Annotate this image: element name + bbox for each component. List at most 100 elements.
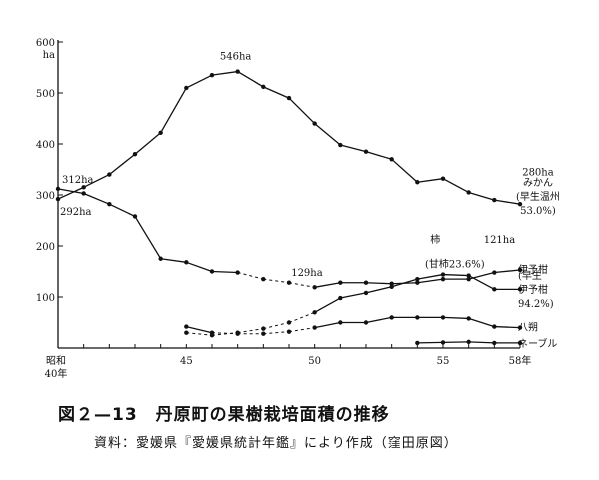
data-point	[389, 281, 394, 286]
series-points	[55, 69, 523, 346]
data-point	[466, 276, 471, 282]
series-segment	[57, 188, 84, 195]
annotation-292: 292ha	[60, 207, 92, 218]
data-point	[389, 284, 394, 289]
series-segment	[314, 321, 341, 329]
data-point	[338, 142, 343, 148]
data-point	[466, 273, 471, 278]
data-point	[55, 186, 61, 192]
data-point	[466, 339, 471, 345]
data-point	[312, 310, 317, 315]
data-point	[338, 280, 343, 285]
data-point	[440, 272, 446, 277]
series-segment	[494, 269, 521, 274]
series-segment	[494, 199, 521, 205]
series-segment	[365, 151, 392, 160]
series-segment	[288, 97, 316, 125]
series-segment	[211, 332, 238, 336]
series-segment	[494, 325, 521, 329]
data-point	[440, 176, 446, 181]
y-tick-label: 200	[36, 242, 55, 253]
series-segment	[263, 322, 290, 330]
series-segment	[83, 192, 110, 205]
series-segment	[288, 282, 315, 288]
annotation-312: 312ha	[62, 175, 94, 186]
annotation-wase-value: 280ha	[522, 168, 554, 179]
series-segment	[442, 341, 469, 344]
data-point	[184, 260, 189, 265]
series-segment	[442, 273, 469, 277]
data-point	[415, 280, 420, 285]
series-segment	[160, 87, 187, 134]
data-point	[286, 329, 292, 334]
series-segment	[288, 311, 315, 323]
series-segment	[186, 74, 213, 89]
series-lines	[57, 70, 521, 344]
series-segment	[263, 86, 290, 99]
series-segment	[211, 270, 238, 274]
data-point	[363, 290, 369, 296]
data-point	[440, 276, 446, 282]
figure-caption: 図２—13 丹原町の果樹栽培面積の推移	[58, 405, 390, 425]
x-tick-label: 58年	[509, 354, 532, 367]
series-segment	[57, 186, 84, 200]
series-segment	[391, 278, 418, 288]
data-point	[81, 191, 86, 196]
series-segment	[211, 332, 238, 335]
annotation-wase-line: (早生温州	[516, 190, 560, 203]
series-segment	[417, 273, 444, 280]
series-segment	[314, 123, 341, 146]
data-point	[184, 85, 189, 91]
data-point	[261, 326, 266, 331]
data-point	[363, 320, 369, 325]
data-point	[55, 196, 61, 202]
series-segment	[442, 316, 469, 320]
series-segment	[263, 278, 290, 284]
data-point	[312, 285, 317, 290]
data-point	[415, 180, 420, 185]
data-point	[517, 340, 523, 346]
data-point	[261, 84, 266, 90]
annotation-iyokan-line: (早生	[518, 269, 542, 282]
annotation-iyokan-line: 伊予柑	[518, 283, 548, 296]
series-segment	[417, 178, 444, 183]
series-segment	[160, 258, 187, 263]
series-segment	[263, 331, 290, 335]
data-point	[312, 325, 317, 330]
y-unit-label: ha	[43, 50, 55, 61]
annotations: 546ha 312ha 292ha 129ha 柿 121ha (甘柿23.6%) 280ha…	[60, 52, 560, 350]
figure-source: 資料：愛媛県『愛媛県統計年鑑』により作成（窪田原図）	[94, 436, 458, 451]
series-segment	[237, 328, 264, 334]
x-tick-label: 50	[308, 356, 321, 367]
annotation-129: 129ha	[291, 268, 323, 279]
data-point	[363, 280, 369, 285]
data-point	[286, 320, 292, 325]
data-point	[107, 172, 112, 177]
series-segment	[391, 158, 418, 183]
series-segment	[442, 178, 469, 194]
x-tick-label: 40年	[45, 367, 68, 380]
data-point	[492, 340, 497, 346]
data-point	[235, 270, 240, 275]
data-point	[235, 331, 240, 336]
data-point	[312, 121, 317, 126]
y-tick-label: 400	[36, 140, 55, 151]
y-tick-label: 100	[36, 293, 55, 304]
data-point	[261, 276, 266, 282]
data-point	[415, 276, 420, 282]
series-segment	[109, 203, 136, 218]
x-tick-label: 55	[437, 356, 450, 367]
data-point	[184, 324, 189, 329]
annotation-wase-line: みかん	[523, 177, 553, 189]
series-segment	[365, 282, 392, 285]
data-point	[261, 331, 266, 336]
annotation-kaki-note: (甘柿23.6%)	[425, 257, 485, 270]
data-point	[363, 149, 369, 154]
series-segment	[314, 282, 341, 288]
series-segment	[237, 71, 264, 88]
annotation-iyokan-line: 94.2%)	[518, 299, 554, 310]
data-point	[209, 330, 215, 335]
y-tick-label: 500	[36, 89, 55, 100]
